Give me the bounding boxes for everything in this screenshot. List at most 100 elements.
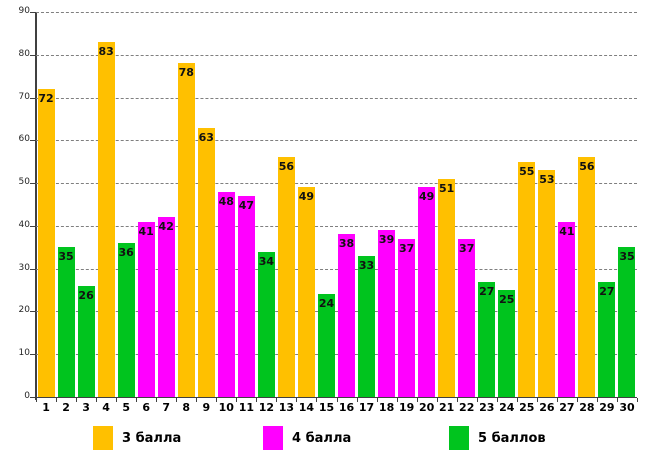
bar: 53 [538, 170, 556, 397]
x-axis-label: 22 [459, 401, 475, 414]
y-axis-tick [30, 225, 35, 227]
x-axis-label: 11 [238, 401, 254, 414]
x-axis-label: 23 [479, 401, 495, 414]
y-axis-label: 40 [18, 219, 30, 230]
x-axis-tick [156, 398, 158, 402]
x-axis-label: 2 [62, 401, 70, 414]
y-axis-tick [30, 183, 35, 185]
x-axis-tick [396, 398, 398, 402]
gridline [36, 97, 637, 99]
x-axis-tick [296, 398, 298, 402]
x-axis-tick [356, 398, 358, 402]
x-axis-tick [536, 398, 538, 402]
bar: 35 [618, 247, 636, 397]
bar-value-label: 41 [138, 224, 154, 238]
legend-swatch [449, 426, 469, 450]
bar: 41 [558, 221, 576, 397]
y-axis-tick [30, 140, 35, 142]
bar-value-label: 35 [619, 250, 635, 264]
bar: 49 [297, 187, 315, 397]
x-axis-tick [176, 398, 178, 402]
bar-value-label: 26 [78, 288, 94, 302]
gridline [36, 311, 637, 313]
bar-value-label: 51 [439, 181, 455, 195]
x-axis-label: 3 [82, 401, 90, 414]
x-axis-label: 13 [278, 401, 295, 414]
x-axis-label: 9 [202, 401, 211, 414]
gridline [36, 140, 637, 142]
bar-value-label: 47 [238, 198, 254, 212]
x-axis-tick [416, 398, 418, 402]
x-axis-label: 30 [619, 401, 635, 414]
bar: 49 [418, 187, 436, 397]
bar: 39 [378, 230, 396, 397]
bar-value-label: 63 [198, 130, 214, 144]
x-axis-label: 24 [499, 401, 515, 414]
gridline [36, 225, 637, 227]
bar-value-label: 39 [378, 233, 395, 247]
bar-value-label: 33 [358, 258, 375, 272]
x-axis-tick [436, 398, 438, 402]
bar: 42 [157, 217, 175, 397]
bar-value-label: 72 [38, 92, 54, 105]
legend-label: 5 баллов [478, 430, 546, 446]
x-axis-tick [276, 398, 278, 402]
bar: 27 [598, 281, 616, 397]
x-axis-tick [56, 398, 58, 402]
y-axis-labels: 0 10 20 30 40 50 60 70 80 90 [0, 7, 32, 401]
y-axis-label: 20 [18, 305, 30, 316]
x-axis-tick [637, 398, 638, 402]
bar-value-label: 56 [579, 160, 595, 174]
x-axis-tick [36, 398, 37, 402]
bar-value-label: 27 [599, 284, 615, 298]
x-axis-tick [376, 398, 378, 402]
gridline [36, 54, 637, 56]
bar-value-label: 37 [459, 241, 475, 255]
bar: 56 [578, 157, 596, 397]
bar: 37 [398, 238, 416, 397]
x-axis-label: 12 [258, 401, 275, 414]
x-axis-label: 26 [539, 401, 555, 414]
bar-value-label: 56 [278, 160, 295, 174]
x-axis-tick [96, 398, 98, 402]
gridline [36, 12, 637, 13]
bar-value-label: 35 [58, 250, 74, 264]
gridline [36, 354, 637, 356]
x-axis-label: 7 [162, 401, 171, 414]
bar: 47 [237, 195, 255, 397]
bar-value-label: 36 [118, 246, 134, 259]
y-axis-tick [30, 397, 35, 398]
y-axis-label: 0 [24, 391, 30, 401]
bar: 26 [77, 285, 95, 397]
bar: 37 [458, 238, 476, 397]
y-axis-label: 80 [18, 48, 30, 59]
x-axis-label: 8 [182, 401, 191, 414]
x-axis-label: 20 [418, 401, 435, 414]
bar: 48 [217, 191, 235, 397]
bar: 51 [438, 178, 456, 397]
bar: 56 [277, 157, 295, 397]
y-axis-line [35, 12, 37, 400]
x-axis-label: 27 [559, 401, 575, 414]
x-axis-tick [456, 398, 458, 402]
bar: 25 [498, 290, 516, 397]
x-axis-label: 10 [218, 401, 234, 414]
x-axis-tick [316, 398, 318, 402]
bar: 34 [257, 251, 275, 397]
x-axis-tick [576, 398, 578, 402]
legend-item: 3 балла [93, 426, 181, 450]
x-axis-tick [216, 398, 218, 402]
x-axis-tick [336, 398, 338, 402]
legend-swatch [263, 426, 283, 450]
y-axis-label: 30 [18, 262, 30, 273]
bar-value-label: 24 [318, 297, 335, 311]
bar-value-label: 49 [298, 190, 315, 204]
x-axis-label: 16 [338, 401, 355, 414]
y-axis-label: 70 [18, 91, 30, 102]
x-axis-label: 28 [579, 401, 595, 414]
x-axis-label: 1 [42, 401, 50, 414]
bar-value-label: 25 [499, 293, 515, 307]
bar: 72 [37, 89, 55, 397]
bar-value-label: 48 [218, 194, 234, 208]
